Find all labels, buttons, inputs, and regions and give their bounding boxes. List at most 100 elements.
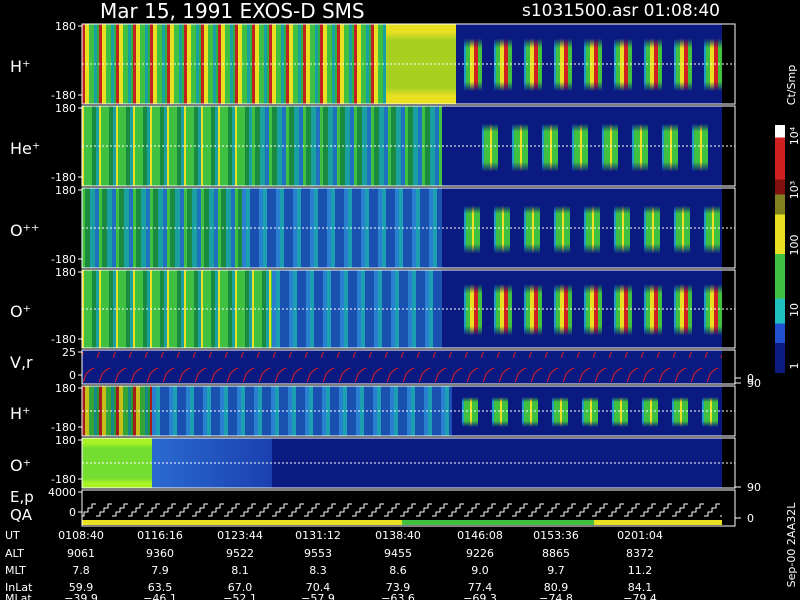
colorbar-label: 10: [788, 303, 800, 317]
spectrogram: [472, 106, 722, 186]
cell: −57.9: [301, 592, 335, 600]
y2-tick-label: 0: [747, 512, 754, 525]
colorbar-label: 100: [788, 235, 800, 256]
panel-label: He⁺: [10, 139, 40, 158]
cell: −63.6: [381, 592, 415, 600]
cell: 0123:44: [217, 529, 263, 542]
cell: 0146:08: [457, 529, 503, 542]
cell: 9.0: [471, 564, 489, 577]
y2-tick-label: 0: [747, 372, 754, 385]
cell: 9553: [304, 547, 332, 560]
cell: −39.9: [64, 592, 98, 600]
y-tick-label: 180: [55, 102, 76, 115]
cell: 8865: [542, 547, 570, 560]
cell: 0108:40: [58, 529, 104, 542]
cell: −74.8: [539, 592, 573, 600]
y2-tick-label: 90: [747, 481, 761, 494]
cell: 80.9: [544, 581, 569, 594]
y-tick-label: 0: [69, 506, 76, 519]
panel-frame: [81, 489, 736, 527]
spectrogram: [82, 438, 152, 488]
spectrogram: [386, 24, 456, 104]
y-tick-label: -180: [51, 253, 76, 266]
row-label: ALT: [5, 547, 24, 560]
cell: −79.4: [623, 592, 657, 600]
cell: 77.4: [468, 581, 493, 594]
y-tick-label: -180: [51, 473, 76, 486]
y-tick-label: 0: [69, 369, 76, 382]
panel-label: O⁺: [10, 302, 31, 321]
y-tick-label: -180: [51, 89, 76, 102]
cell: 8.6: [389, 564, 407, 577]
cell: 0138:40: [375, 529, 421, 542]
y-tick-label: 180: [55, 434, 76, 447]
spectrogram: [272, 270, 442, 348]
y-tick-label: 25: [62, 346, 76, 359]
y-tick-label: -180: [51, 171, 76, 184]
cell: 9226: [466, 547, 494, 560]
cell: 9360: [146, 547, 174, 560]
spectrogram: [82, 270, 272, 348]
spectrogram: [456, 270, 722, 348]
file-time: s1031500.asr 01:08:40: [522, 1, 720, 21]
cell: 7.8: [72, 564, 90, 577]
cell: −46.1: [143, 592, 177, 600]
cell: 0116:16: [137, 529, 183, 542]
y-tick-label: 180: [55, 266, 76, 279]
cell: 0153:36: [533, 529, 579, 542]
cell: 0131:12: [295, 529, 341, 542]
cell: 9522: [226, 547, 254, 560]
qa-strip: [82, 520, 722, 525]
cell: 8372: [626, 547, 654, 560]
colorbar-label: 1: [788, 363, 800, 370]
trace: [82, 498, 722, 518]
spectrogram: [442, 270, 456, 348]
cell: 9.7: [547, 564, 565, 577]
cell: 0201:04: [617, 529, 663, 542]
y-tick-label: -180: [51, 333, 76, 346]
panel-label: E,p: [10, 488, 34, 506]
panel-label: H⁺: [10, 57, 30, 76]
cell: 70.4: [306, 581, 331, 594]
spectrogram: [456, 24, 722, 104]
cell: 63.5: [148, 581, 173, 594]
cell: 7.9: [151, 564, 169, 577]
panel-frame: [81, 349, 736, 385]
panel-label: QA: [10, 506, 33, 524]
cell: 8.1: [231, 564, 249, 577]
cell: 9455: [384, 547, 412, 560]
cell: 8.3: [309, 564, 327, 577]
cell: −52.1: [223, 592, 257, 600]
panel-label: V,r: [10, 353, 33, 372]
spectrogram: [82, 386, 152, 436]
cell: 59.9: [69, 581, 94, 594]
panel-label: O⁺⁺: [10, 221, 39, 240]
panel-label: H⁺: [10, 404, 30, 423]
cell: 73.9: [386, 581, 411, 594]
row-label: MLat: [5, 592, 32, 600]
cell: 84.1: [628, 581, 653, 594]
row-label: InLat: [5, 581, 33, 594]
footer-note: Sep-00 2AA32L: [785, 502, 798, 588]
cell: 11.2: [628, 564, 653, 577]
cell: 67.0: [228, 581, 253, 594]
cell: −69.3: [463, 592, 497, 600]
y-tick-label: 180: [55, 382, 76, 395]
row-label: MLT: [5, 564, 26, 577]
colorbar-label: 10⁴: [788, 126, 800, 145]
cell: 9061: [67, 547, 95, 560]
y-tick-label: 180: [55, 20, 76, 33]
colorbar-label: 10³: [788, 181, 800, 199]
y-tick-label: 180: [55, 184, 76, 197]
y-tick-label: 4000: [48, 486, 76, 499]
colorbar: [775, 125, 785, 373]
y2-tick-label: 90: [747, 377, 761, 390]
y-tick-label: -180: [51, 421, 76, 434]
panel-label: O⁺: [10, 456, 31, 475]
row-label: UT: [5, 529, 20, 542]
trace: [82, 352, 722, 382]
title: Mar 15, 1991 EXOS-D SMS: [100, 0, 365, 23]
colorbar-unit: Ct/Smp: [785, 65, 798, 105]
